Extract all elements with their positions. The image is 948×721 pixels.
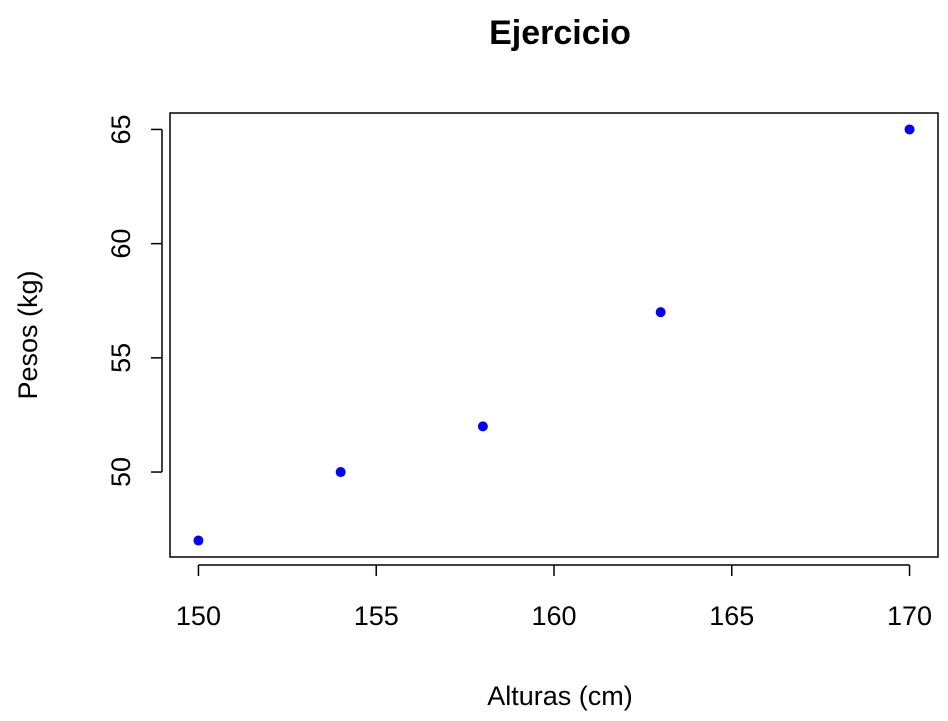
data-point [904,124,915,135]
x-tick-label: 160 [531,601,576,631]
data-point [193,535,204,546]
data-points [193,124,915,546]
x-tick-label: 165 [709,601,754,631]
data-point [477,421,488,432]
y-axis: 50 55 60 65 [106,114,163,487]
y-axis-label: Pesos (kg) [13,270,43,399]
x-axis: 150 155 160 165 170 [176,564,932,631]
y-tick-label: 50 [106,457,136,487]
x-tick-label: 155 [354,601,399,631]
x-axis-label: Alturas (cm) [487,681,633,711]
chart-title: Ejercicio [489,14,631,52]
x-tick-label: 150 [176,601,221,631]
plot-frame [169,112,939,558]
data-point [655,307,666,318]
x-tick-label: 170 [887,601,932,631]
y-tick-label: 60 [106,229,136,259]
y-tick-label: 55 [106,343,136,373]
data-point [335,467,346,478]
y-tick-label: 65 [106,114,136,144]
